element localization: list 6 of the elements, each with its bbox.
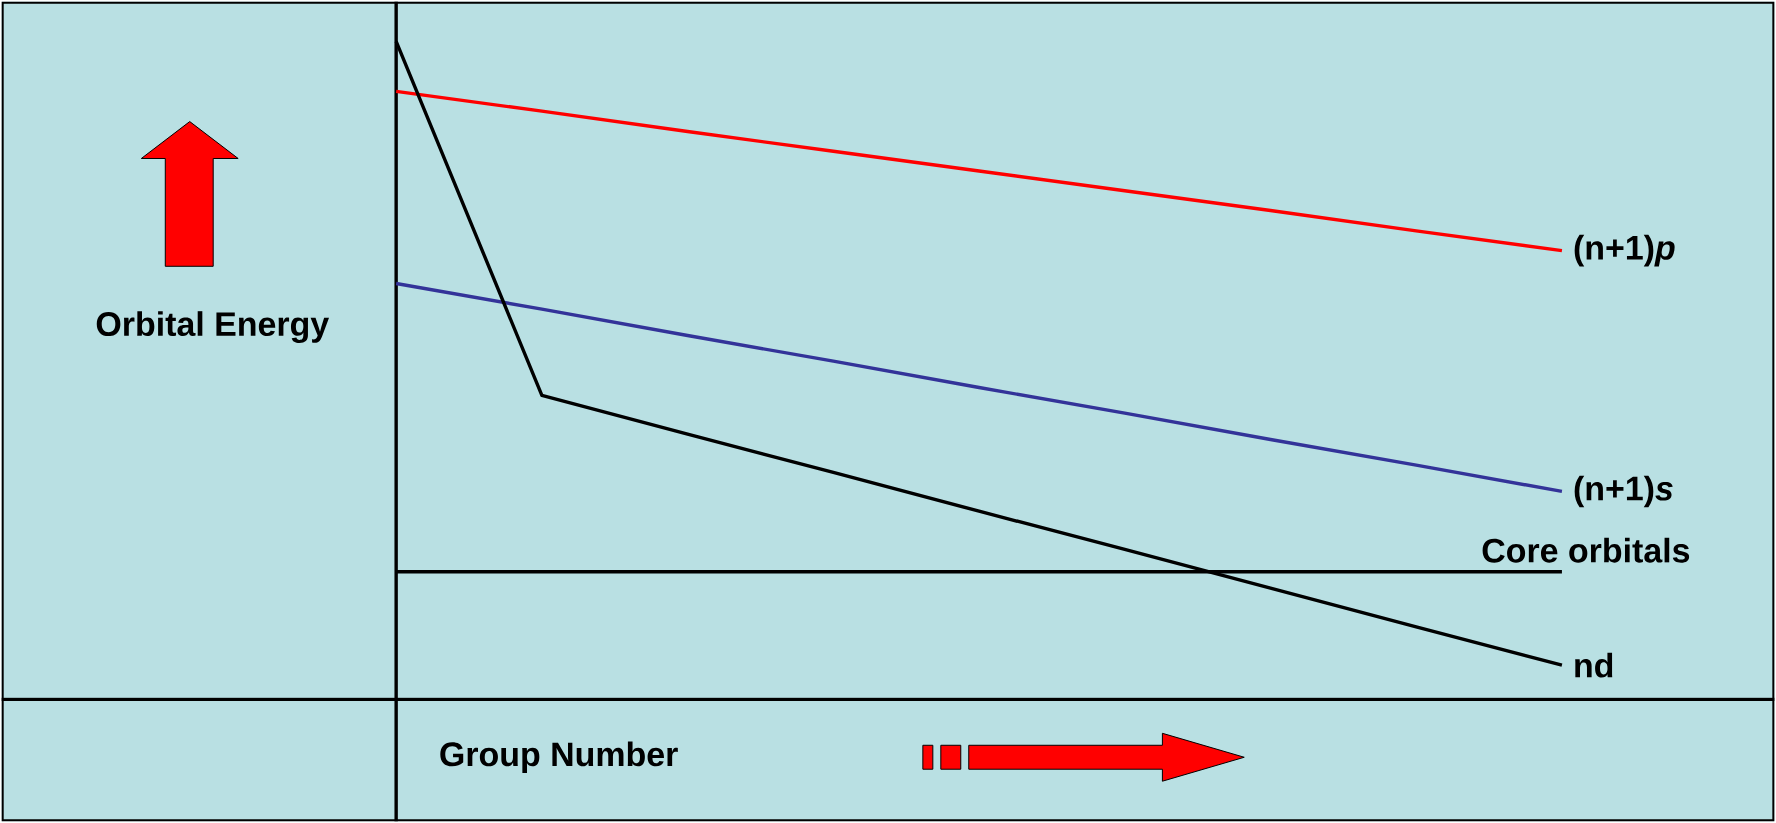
- series-label: nd: [1575, 652, 1613, 678]
- series-label: Core orbitals: [1482, 537, 1690, 563]
- series-label: (n+1)p: [1574, 234, 1675, 267]
- y-axis-title: Orbital Energy: [96, 311, 330, 344]
- series-label: (n+1)s: [1574, 475, 1673, 508]
- x-axis-title: Group Number: [440, 741, 678, 774]
